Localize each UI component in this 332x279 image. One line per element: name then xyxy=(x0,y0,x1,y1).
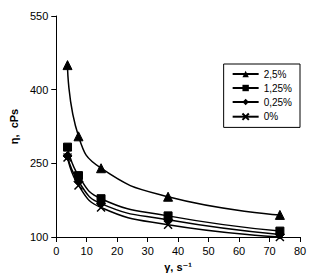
svg-text:80: 80 xyxy=(294,245,306,257)
svg-text:30: 30 xyxy=(142,245,154,257)
svg-text:0: 0 xyxy=(53,245,59,257)
svg-text:0%: 0% xyxy=(264,111,279,122)
svg-text:20: 20 xyxy=(111,245,123,257)
svg-text:100: 100 xyxy=(30,231,48,243)
svg-text:γ, s⁻¹: γ, s⁻¹ xyxy=(164,261,192,273)
svg-text:70: 70 xyxy=(263,245,275,257)
svg-text:60: 60 xyxy=(233,245,245,257)
svg-text:2,5%: 2,5% xyxy=(264,69,287,80)
svg-text:400: 400 xyxy=(30,84,48,96)
svg-text:0,25%: 0,25% xyxy=(264,97,292,108)
svg-text:40: 40 xyxy=(172,245,184,257)
svg-text:250: 250 xyxy=(30,157,48,169)
svg-text:50: 50 xyxy=(202,245,214,257)
svg-text:550: 550 xyxy=(30,10,48,22)
svg-text:η, cPs: η, cPs xyxy=(8,109,20,144)
svg-text:10: 10 xyxy=(81,245,93,257)
svg-text:1,25%: 1,25% xyxy=(264,83,292,94)
